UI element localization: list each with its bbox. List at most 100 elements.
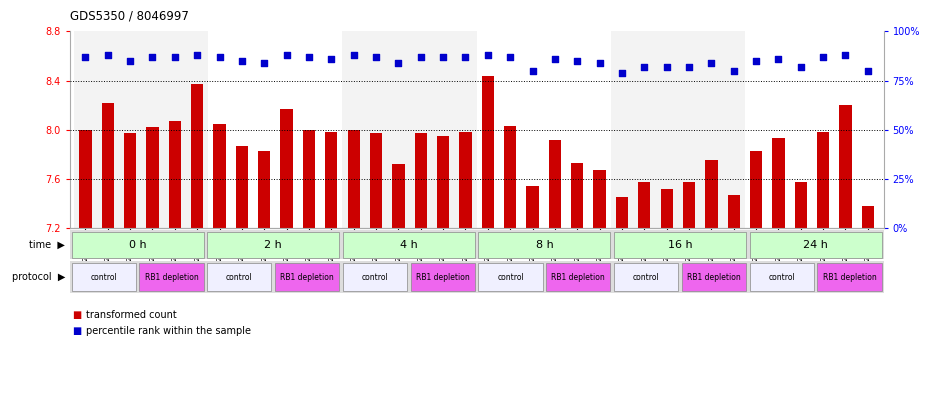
Bar xyxy=(207,232,339,258)
Point xyxy=(413,54,428,60)
Text: RB1 depletion: RB1 depletion xyxy=(416,273,470,281)
Bar xyxy=(683,182,695,228)
Point xyxy=(548,56,563,62)
Bar xyxy=(342,31,476,228)
Bar xyxy=(281,109,293,228)
Bar xyxy=(124,133,137,228)
Bar xyxy=(146,127,159,228)
Text: 2 h: 2 h xyxy=(264,240,282,250)
Bar xyxy=(370,133,382,228)
Bar xyxy=(476,31,611,228)
Text: control: control xyxy=(226,273,253,281)
Bar xyxy=(862,206,874,228)
Bar xyxy=(526,186,538,228)
Text: percentile rank within the sample: percentile rank within the sample xyxy=(86,325,251,336)
Text: RB1 depletion: RB1 depletion xyxy=(823,273,876,281)
Bar xyxy=(208,31,342,228)
Point xyxy=(771,56,786,62)
Bar xyxy=(682,263,746,291)
Text: ■: ■ xyxy=(73,310,82,320)
Text: control: control xyxy=(362,273,389,281)
Bar xyxy=(72,263,136,291)
Point xyxy=(100,52,115,58)
Bar xyxy=(415,133,427,228)
Point xyxy=(123,58,138,64)
Bar xyxy=(213,123,226,228)
Text: 16 h: 16 h xyxy=(668,240,692,250)
Text: RB1 depletion: RB1 depletion xyxy=(687,273,741,281)
Bar xyxy=(482,76,494,228)
Point xyxy=(78,54,93,60)
Text: protocol  ▶: protocol ▶ xyxy=(12,272,65,282)
Bar xyxy=(611,31,745,228)
Bar xyxy=(140,263,204,291)
Bar xyxy=(616,197,628,228)
Bar xyxy=(392,164,405,228)
Bar xyxy=(74,31,208,228)
Point xyxy=(726,68,741,74)
Point xyxy=(167,54,182,60)
Bar xyxy=(191,84,204,228)
Text: control: control xyxy=(498,273,524,281)
Bar xyxy=(326,132,338,228)
Bar xyxy=(593,170,605,228)
Point xyxy=(234,58,249,64)
Point xyxy=(570,58,585,64)
Point xyxy=(257,60,272,66)
Text: time  ▶: time ▶ xyxy=(29,240,65,250)
Bar xyxy=(549,140,561,228)
Bar xyxy=(348,130,360,228)
Text: 4 h: 4 h xyxy=(400,240,418,250)
Point xyxy=(435,54,450,60)
Point xyxy=(458,54,472,60)
Point xyxy=(704,60,719,66)
Bar xyxy=(817,263,882,291)
Point xyxy=(860,68,875,74)
Bar xyxy=(235,146,248,228)
Point xyxy=(212,54,227,60)
Point xyxy=(793,64,808,70)
Point xyxy=(592,60,607,66)
Bar xyxy=(275,263,339,291)
Bar xyxy=(750,263,814,291)
Text: 8 h: 8 h xyxy=(536,240,553,250)
Bar xyxy=(794,182,807,228)
Point xyxy=(615,70,630,76)
Text: ■: ■ xyxy=(73,325,82,336)
Bar xyxy=(817,132,830,228)
Point xyxy=(346,52,361,58)
Bar xyxy=(571,163,583,228)
Bar xyxy=(478,263,542,291)
Bar xyxy=(745,31,879,228)
Point xyxy=(503,54,518,60)
Bar xyxy=(303,130,315,228)
Bar xyxy=(750,151,763,228)
Bar xyxy=(638,182,650,228)
Bar xyxy=(504,126,516,228)
Bar xyxy=(772,138,785,228)
Text: RB1 depletion: RB1 depletion xyxy=(144,273,198,281)
Point xyxy=(391,60,405,66)
Point xyxy=(682,64,697,70)
Point xyxy=(368,54,383,60)
Text: 24 h: 24 h xyxy=(804,240,828,250)
Text: control: control xyxy=(632,273,659,281)
Point xyxy=(190,52,205,58)
Bar xyxy=(79,130,91,228)
Point xyxy=(324,56,339,62)
Point xyxy=(279,52,294,58)
Bar xyxy=(750,232,882,258)
Text: control: control xyxy=(768,273,795,281)
Bar xyxy=(101,103,113,228)
Bar xyxy=(459,132,472,228)
Bar xyxy=(343,232,475,258)
Bar xyxy=(727,195,740,228)
Point xyxy=(838,52,853,58)
Bar xyxy=(343,263,407,291)
Bar xyxy=(660,189,672,228)
Text: RB1 depletion: RB1 depletion xyxy=(280,273,334,281)
Bar xyxy=(207,263,272,291)
Text: RB1 depletion: RB1 depletion xyxy=(551,273,605,281)
Point xyxy=(525,68,540,74)
Point xyxy=(301,54,316,60)
